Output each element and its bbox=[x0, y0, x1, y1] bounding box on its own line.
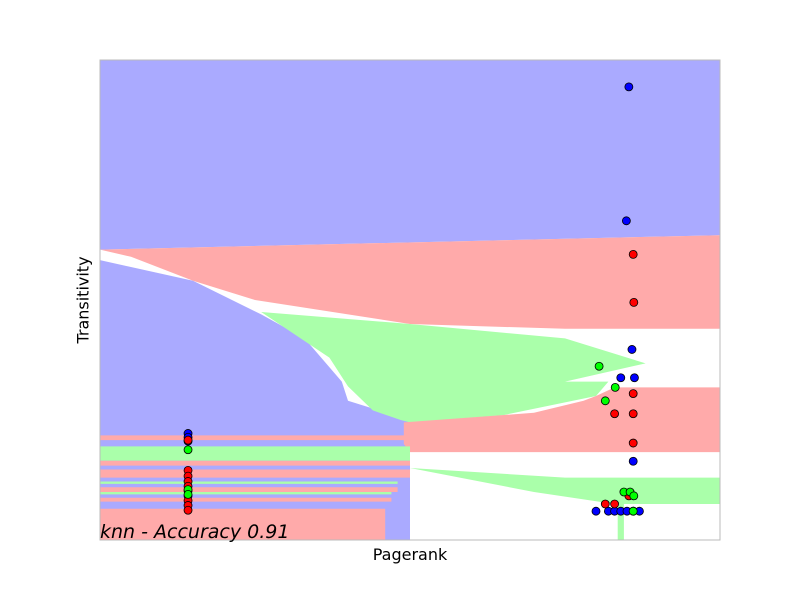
region-green-13 bbox=[100, 492, 392, 495]
region-red-7 bbox=[100, 435, 410, 441]
point-red-6 bbox=[183, 435, 193, 445]
x-axis-label: Pagerank bbox=[372, 545, 448, 564]
point-green-9 bbox=[628, 506, 638, 516]
point-red-17 bbox=[610, 499, 619, 509]
point-red-3 bbox=[628, 409, 638, 419]
axes-frame bbox=[99, 59, 721, 541]
point-red-15 bbox=[183, 505, 193, 515]
point-blue-1 bbox=[621, 216, 631, 226]
point-red-5 bbox=[610, 409, 619, 419]
point-red-1 bbox=[629, 297, 639, 307]
accuracy-annotation: knn - Accuracy 0.91 bbox=[100, 521, 290, 543]
point-blue-3 bbox=[616, 373, 626, 383]
point-green-0 bbox=[594, 361, 604, 371]
region-green-5 bbox=[410, 468, 720, 504]
point-blue-5 bbox=[628, 456, 638, 466]
point-red-0 bbox=[628, 249, 638, 259]
region-blue-0 bbox=[100, 60, 720, 250]
point-blue-4 bbox=[630, 373, 639, 383]
region-red-1 bbox=[100, 235, 720, 329]
point-green-2 bbox=[600, 396, 610, 406]
region-red-10 bbox=[100, 469, 410, 478]
point-green-5 bbox=[183, 489, 193, 499]
decision-regions bbox=[100, 60, 720, 540]
region-red-4 bbox=[403, 387, 720, 453]
region-green-11 bbox=[100, 481, 398, 484]
data-points bbox=[183, 82, 644, 516]
y-axis-label: Transitivity bbox=[73, 256, 93, 344]
point-blue-2 bbox=[627, 345, 637, 354]
region-red-14 bbox=[100, 497, 392, 502]
point-green-1 bbox=[610, 382, 620, 392]
region-green-3 bbox=[261, 312, 646, 423]
point-red-16 bbox=[600, 499, 610, 509]
point-green-8 bbox=[629, 491, 639, 501]
point-blue-9 bbox=[591, 506, 601, 516]
region-green-8 bbox=[100, 446, 410, 461]
point-red-4 bbox=[628, 438, 638, 448]
region-red-15 bbox=[100, 508, 386, 540]
region-red-12 bbox=[100, 487, 398, 492]
region-red-9 bbox=[100, 460, 410, 466]
point-green-3 bbox=[183, 445, 193, 455]
point-blue-0 bbox=[624, 82, 634, 92]
point-red-2 bbox=[628, 389, 638, 399]
